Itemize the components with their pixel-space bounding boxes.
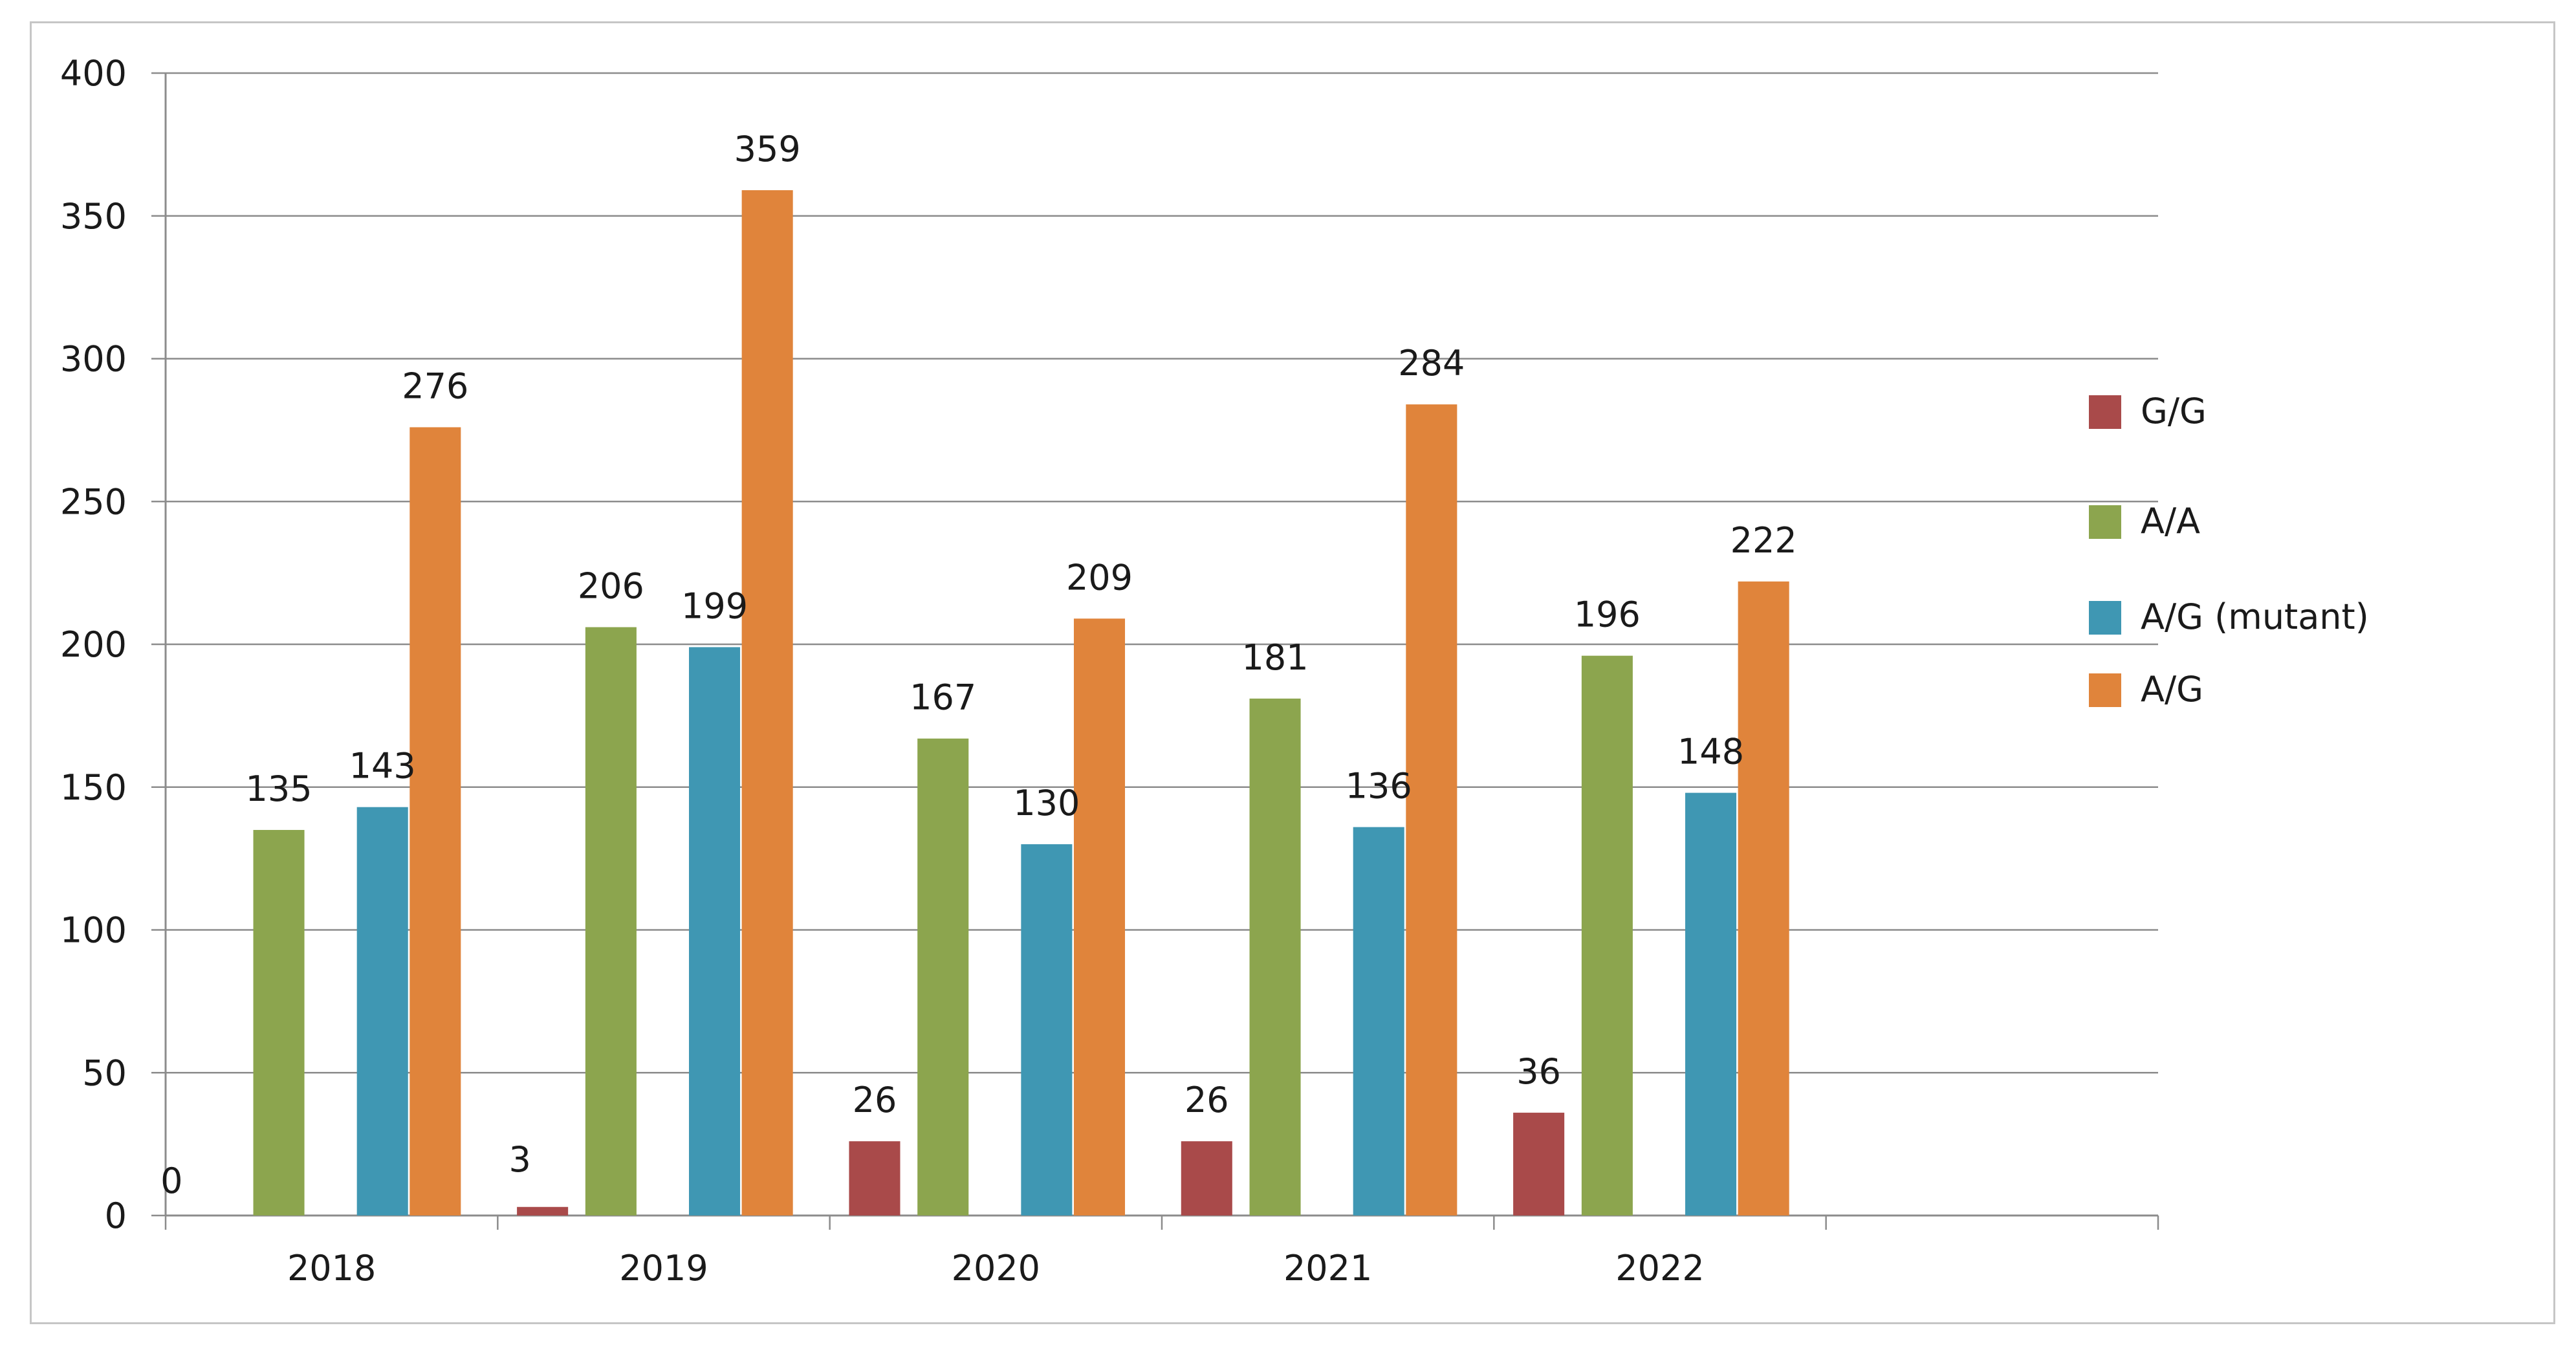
axes: 0 50 100 150 200 250 300 350 400 2018 2019 2020 2021… [60,53,2159,1289]
legend-label: A/G (mutant) [2141,596,2369,637]
y-tick-label: 50 [82,1052,127,1093]
legend-label: A/A [2141,501,2200,541]
x-tick-label: 2019 [619,1248,708,1289]
bars [253,190,1789,1216]
bar [517,1206,569,1216]
bar [356,807,408,1216]
bar [1406,404,1457,1216]
grouped-bar-chart: 0 50 100 150 200 250 300 350 400 2018 2019 2020 2021… [60,53,2369,1289]
bar [917,738,969,1216]
data-label: 196 [1574,594,1641,635]
bar [409,427,461,1216]
y-tick-label: 400 [60,53,127,94]
legend-swatch [2089,673,2121,707]
data-label: 359 [734,129,801,169]
data-label: 130 [1013,783,1080,823]
data-label: 136 [1346,766,1412,807]
gridlines [166,72,2158,1074]
data-label: 26 [853,1080,897,1120]
legend-swatch [2089,601,2121,635]
x-tick-label: 2021 [1283,1248,1372,1289]
bar [1249,698,1301,1216]
legend: G/G A/A A/G (mutant) A/G [2089,391,2369,710]
bar [1021,844,1073,1216]
data-label: 135 [246,769,312,809]
y-tick-label: 250 [60,481,127,522]
data-label: 36 [1516,1051,1561,1092]
bar [741,190,793,1216]
bar [689,647,741,1216]
y-tick-label: 100 [60,910,127,951]
bar [1738,581,1789,1216]
data-label: 26 [1184,1080,1229,1120]
legend-swatch [2089,395,2121,429]
data-label: 276 [402,365,468,406]
data-label: 167 [910,677,976,718]
y-tick-label: 150 [60,767,127,808]
bar [253,829,305,1216]
data-label: 143 [349,746,416,787]
data-label: 3 [508,1139,530,1180]
bar [1353,827,1404,1216]
y-tick-label: 350 [60,196,127,237]
legend-swatch [2089,505,2121,539]
y-tick-label: 300 [60,339,127,380]
data-label: 209 [1066,557,1133,598]
bar [585,627,637,1216]
data-label: 181 [1242,637,1309,678]
bar [1513,1113,1565,1216]
y-tick-label: 200 [60,624,127,665]
legend-label: A/G [2141,669,2203,710]
data-label: 206 [578,566,644,607]
data-label: 284 [1398,343,1465,384]
y-tick-label: 0 [105,1195,127,1236]
data-label: 148 [1677,732,1744,772]
data-labels: 0 3 26 26 36 135 206 167 181 196 143 199 130 136 148 27… [160,129,1797,1201]
legend-label: G/G [2141,391,2207,431]
bar [1073,618,1126,1216]
data-label: 0 [160,1161,182,1201]
bar [1685,792,1737,1216]
chart-frame: 0 50 100 150 200 250 300 350 400 2018 2019 2020 2021… [30,21,2555,1324]
x-tick-label: 2020 [952,1248,1040,1289]
bar [1181,1141,1232,1216]
data-label: 199 [681,585,748,626]
data-label: 222 [1730,520,1797,561]
bar [1581,655,1633,1216]
x-tick-label: 2022 [1615,1248,1704,1289]
bar [849,1141,901,1216]
x-tick-label: 2018 [287,1248,376,1289]
